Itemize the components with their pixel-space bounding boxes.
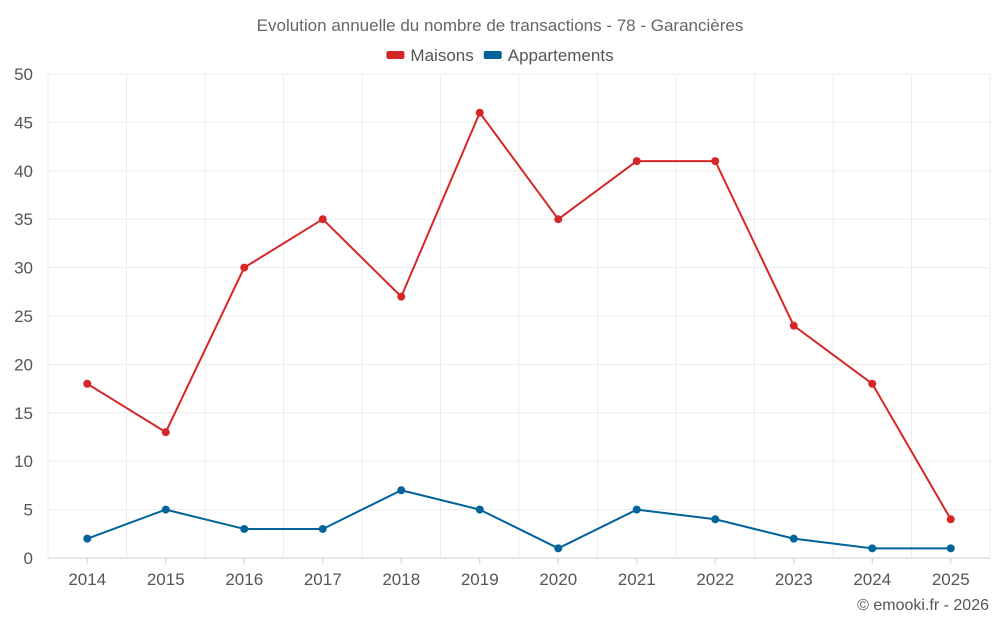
x-tick-label: 2018 bbox=[382, 570, 420, 589]
y-tick-label: 15 bbox=[14, 404, 33, 423]
x-tick-label: 2022 bbox=[696, 570, 734, 589]
y-tick-label: 30 bbox=[14, 259, 33, 278]
data-point[interactable] bbox=[240, 524, 249, 533]
x-tick-label: 2023 bbox=[775, 570, 813, 589]
x-axis-ticks: 2014 2015 2016 2017 2018 2019 2020 2021 2022 2023… bbox=[68, 558, 970, 589]
x-tick-label: 2020 bbox=[539, 570, 577, 589]
legend-label: Appartements bbox=[508, 46, 614, 65]
data-point[interactable] bbox=[789, 534, 798, 543]
y-tick-label: 0 bbox=[24, 549, 33, 568]
data-point[interactable] bbox=[711, 515, 720, 524]
x-tick-label: 2014 bbox=[68, 570, 106, 589]
y-tick-label: 5 bbox=[24, 501, 33, 520]
data-point[interactable] bbox=[318, 215, 327, 224]
data-point[interactable] bbox=[789, 321, 798, 330]
series-appartements bbox=[83, 486, 955, 553]
y-axis-ticks: 0 5 10 15 20 25 30 35 40 45 50 bbox=[14, 65, 33, 568]
chart-title: Evolution annuelle du nombre de transact… bbox=[257, 16, 744, 35]
series-group bbox=[83, 108, 955, 553]
data-point[interactable] bbox=[946, 544, 955, 553]
y-tick-label: 10 bbox=[14, 452, 33, 471]
data-point[interactable] bbox=[397, 486, 406, 495]
series-line bbox=[86, 489, 951, 550]
data-point[interactable] bbox=[161, 505, 170, 514]
data-point[interactable] bbox=[868, 544, 877, 553]
y-tick-label: 25 bbox=[14, 307, 33, 326]
data-point[interactable] bbox=[632, 505, 641, 514]
data-point[interactable] bbox=[868, 379, 877, 388]
data-point[interactable] bbox=[83, 379, 92, 388]
series-maisons bbox=[83, 108, 955, 524]
x-tick-label: 2016 bbox=[225, 570, 263, 589]
legend-label: Maisons bbox=[410, 46, 473, 65]
data-point[interactable] bbox=[475, 108, 484, 117]
data-point[interactable] bbox=[161, 428, 170, 437]
data-point[interactable] bbox=[83, 534, 92, 543]
data-point[interactable] bbox=[240, 263, 249, 272]
x-tick-label: 2019 bbox=[461, 570, 499, 589]
legend-swatch bbox=[386, 51, 405, 59]
y-tick-label: 50 bbox=[14, 65, 33, 84]
x-tick-label: 2021 bbox=[618, 570, 656, 589]
data-point[interactable] bbox=[711, 157, 720, 166]
x-tick-label: 2017 bbox=[304, 570, 342, 589]
x-tick-label: 2024 bbox=[853, 570, 891, 589]
data-point[interactable] bbox=[475, 505, 484, 514]
y-tick-label: 40 bbox=[14, 162, 33, 181]
y-tick-label: 45 bbox=[14, 113, 33, 132]
data-point[interactable] bbox=[397, 292, 406, 301]
x-tick-label: 2025 bbox=[932, 570, 970, 589]
data-point[interactable] bbox=[946, 515, 955, 524]
legend-swatch bbox=[483, 51, 502, 59]
data-point[interactable] bbox=[318, 524, 327, 533]
data-point[interactable] bbox=[554, 215, 563, 224]
copyright-footer: © emooki.fr - 2026 bbox=[857, 597, 989, 614]
series-line bbox=[86, 111, 952, 520]
legend: Maisons Appartements bbox=[386, 46, 614, 65]
data-point[interactable] bbox=[554, 544, 563, 553]
x-gridlines bbox=[47, 74, 991, 558]
x-tick-label: 2015 bbox=[147, 570, 185, 589]
data-point[interactable] bbox=[632, 157, 641, 166]
y-tick-label: 20 bbox=[14, 355, 33, 374]
y-tick-label: 35 bbox=[14, 210, 33, 229]
